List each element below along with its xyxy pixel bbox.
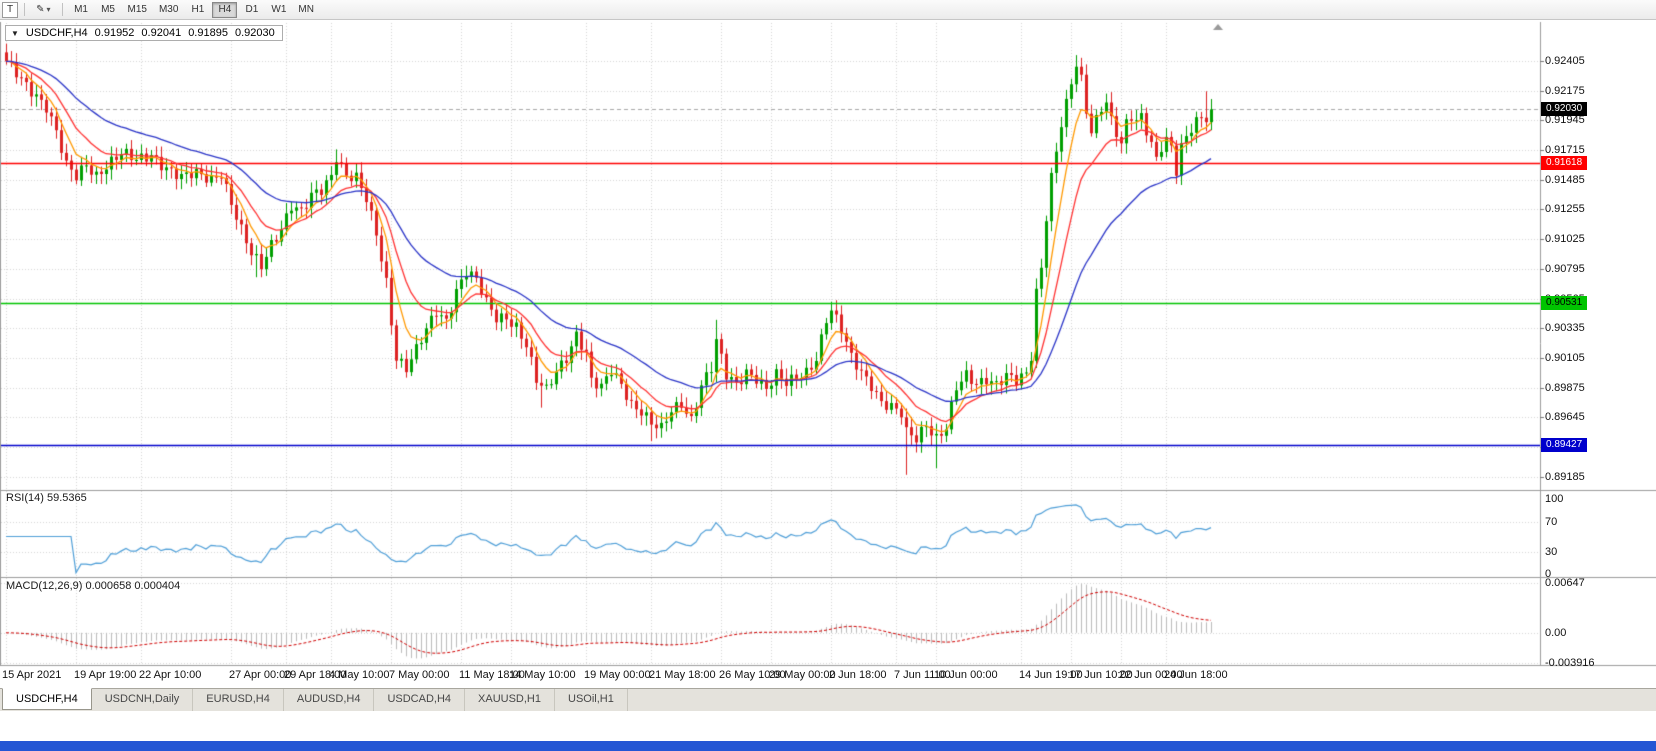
drawing-tool-button[interactable]: ✎ ▾ — [31, 2, 55, 18]
timeframe-button-group: M1 M5 M15 M30 H1 H4 D1 W1 MN — [69, 1, 319, 18]
symbol-dropdown-icon[interactable]: ▼ — [11, 28, 19, 38]
macd-indicator-label: MACD(12,26,9) 0.000658 0.000404 — [6, 580, 181, 592]
chevron-down-icon: ▾ — [46, 5, 51, 14]
low-value: 0.91895 — [188, 27, 228, 39]
chart-tab-usdcad-h4[interactable]: USDCAD,H4 — [374, 689, 466, 711]
chart-tab-usdcnh-daily[interactable]: USDCNH,Daily — [92, 689, 194, 711]
timeframe-button-m5[interactable]: M5 — [101, 4, 115, 15]
timeframe-button-h1[interactable]: H1 — [191, 4, 205, 15]
chart-tab-xauusd-h1[interactable]: XAUUSD,H1 — [465, 689, 555, 711]
chart-tab-usdchf-h4[interactable]: USDCHF,H4 — [2, 688, 92, 710]
toolbar-separator — [61, 3, 63, 16]
chart-tab-eurusd-h4[interactable]: EURUSD,H4 — [193, 689, 284, 711]
chart-ohlc-summary: ▼ USDCHF,H4 0.91952 0.92041 0.91895 0.92… — [5, 25, 283, 41]
price-axis[interactable] — [1540, 20, 1656, 665]
symbol-period-label: USDCHF,H4 — [25, 27, 88, 39]
timeframe-button-m15[interactable]: M15 — [127, 4, 147, 15]
timeframe-button-mn[interactable]: MN — [298, 4, 314, 15]
chart-tab-bar: USDCHF,H4 USDCNH,Daily EURUSD,H4 AUDUSD,H4 U… — [0, 688, 1656, 711]
taskbar-strip — [0, 741, 1656, 751]
timeframe-button-h4[interactable]: H4 — [212, 1, 238, 18]
templates-button[interactable]: T — [2, 1, 19, 18]
timeframe-button-w1[interactable]: W1 — [271, 4, 287, 15]
time-axis[interactable] — [0, 665, 1540, 688]
top-toolbar: T ✎ ▾ M1 M5 M15 M30 H1 H4 D1 W1 MN — [0, 0, 1656, 20]
rsi-indicator-label: RSI(14) 59.5365 — [6, 492, 87, 504]
close-value: 0.92030 — [234, 27, 275, 39]
timeframe-button-m30[interactable]: M30 — [158, 4, 179, 15]
high-value: 0.92041 — [141, 27, 182, 39]
chart-canvas[interactable] — [0, 20, 1656, 688]
timeframe-button-m1[interactable]: M1 — [74, 4, 88, 15]
chart-tab-usoil-h1[interactable]: USOil,H1 — [555, 689, 628, 711]
open-value: 0.91952 — [94, 27, 135, 39]
draw-tool-icon: ✎ — [36, 4, 45, 15]
chart-tab-audusd-h4[interactable]: AUDUSD,H4 — [284, 689, 375, 711]
toolbar-separator — [24, 3, 26, 16]
timeframe-button-d1[interactable]: D1 — [245, 4, 259, 15]
